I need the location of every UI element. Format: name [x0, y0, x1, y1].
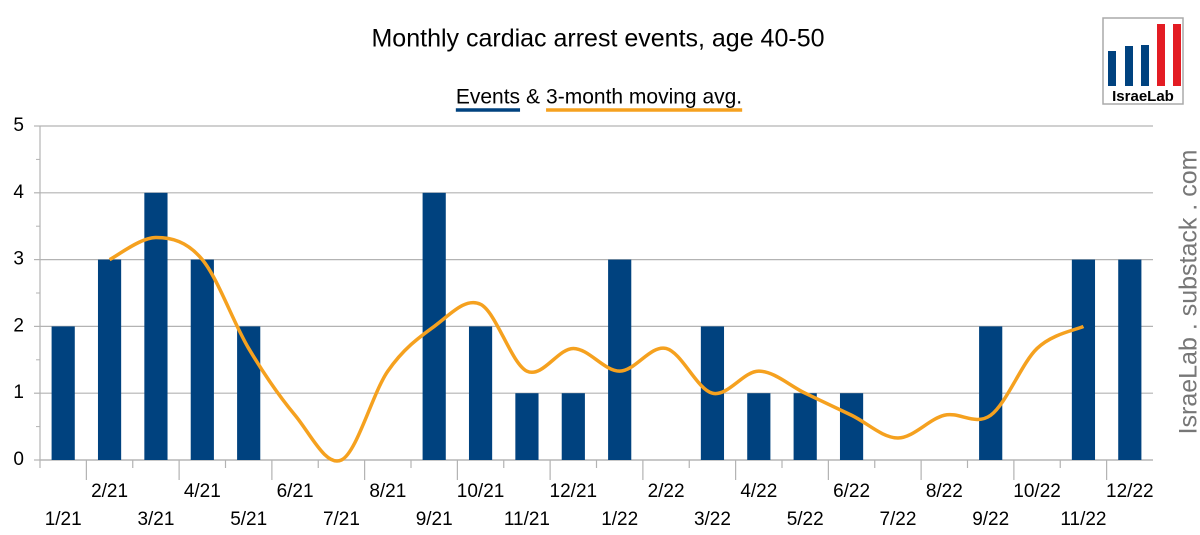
x-tick-label: 2/22 — [648, 481, 685, 502]
bar — [468, 326, 493, 460]
y-tick-label: 2 — [13, 315, 24, 336]
y-tick-label: 4 — [13, 182, 24, 203]
x-tick-label: 2/21 — [91, 481, 128, 502]
x-tick-label: 8/21 — [369, 481, 406, 502]
x-tick-label: 8/22 — [926, 481, 963, 502]
x-tick-label: 11/22 — [1060, 509, 1106, 530]
logo-bar — [1125, 46, 1133, 86]
x-tick-label: 3/21 — [137, 509, 174, 530]
y-tick-label: 3 — [13, 249, 24, 270]
bar — [839, 393, 864, 460]
logo-bar — [1108, 51, 1116, 86]
bar — [608, 259, 632, 460]
logo-text: IsraeLab — [1112, 88, 1174, 105]
x-tick-label: 9/22 — [972, 509, 1009, 530]
chart-title: Monthly cardiac arrest events, age 40-50 — [371, 25, 824, 53]
bar — [190, 259, 214, 460]
x-tick-label: 3/22 — [694, 509, 731, 530]
x-tick-label: 12/22 — [1106, 481, 1154, 502]
moving-average-line — [108, 235, 1085, 463]
x-tick-label: 11/21 — [504, 509, 550, 530]
y-tick-label: 5 — [13, 115, 24, 136]
x-tick-label: 6/22 — [833, 481, 870, 502]
x-tick-label: 6/21 — [277, 481, 314, 502]
x-tick-label: 7/22 — [879, 509, 916, 530]
x-tick-label: 10/22 — [1013, 481, 1061, 502]
x-tick-label: 4/22 — [740, 481, 777, 502]
x-tick-label: 12/21 — [550, 481, 598, 502]
y-tick-label: 0 — [13, 449, 24, 470]
bar — [51, 326, 75, 460]
logo-bar — [1141, 45, 1149, 86]
x-tick-label: 7/21 — [323, 509, 360, 530]
bar — [97, 259, 122, 460]
logo-bar — [1157, 24, 1165, 86]
logo: IsraeLab — [1102, 17, 1184, 105]
legend-label: Events — [456, 86, 520, 109]
x-tick-label: 5/22 — [787, 509, 824, 530]
bar — [979, 326, 1003, 460]
bar — [515, 393, 539, 460]
legend-joiner: & — [526, 86, 540, 109]
bar — [561, 393, 585, 460]
x-tick-label: 9/21 — [416, 509, 453, 530]
x-tick-label: 5/21 — [230, 509, 267, 530]
bar — [1118, 259, 1142, 460]
bar — [144, 192, 168, 461]
y-tick-label: 1 — [13, 382, 24, 403]
legend: Events & 3-month moving avg. — [455, 86, 743, 112]
bar — [793, 393, 817, 460]
x-tick-label: 1/22 — [601, 509, 638, 530]
legend-label: 3-month moving avg. — [546, 86, 742, 109]
logo-bar — [1173, 24, 1181, 86]
bar — [747, 393, 771, 460]
x-tick-label: 1/21 — [45, 509, 82, 530]
bar — [1071, 259, 1096, 460]
x-tick-label: 4/21 — [184, 481, 221, 502]
watermark: IsraeLab . substack . com — [1175, 150, 1200, 435]
x-tick-label: 10/21 — [457, 481, 505, 502]
